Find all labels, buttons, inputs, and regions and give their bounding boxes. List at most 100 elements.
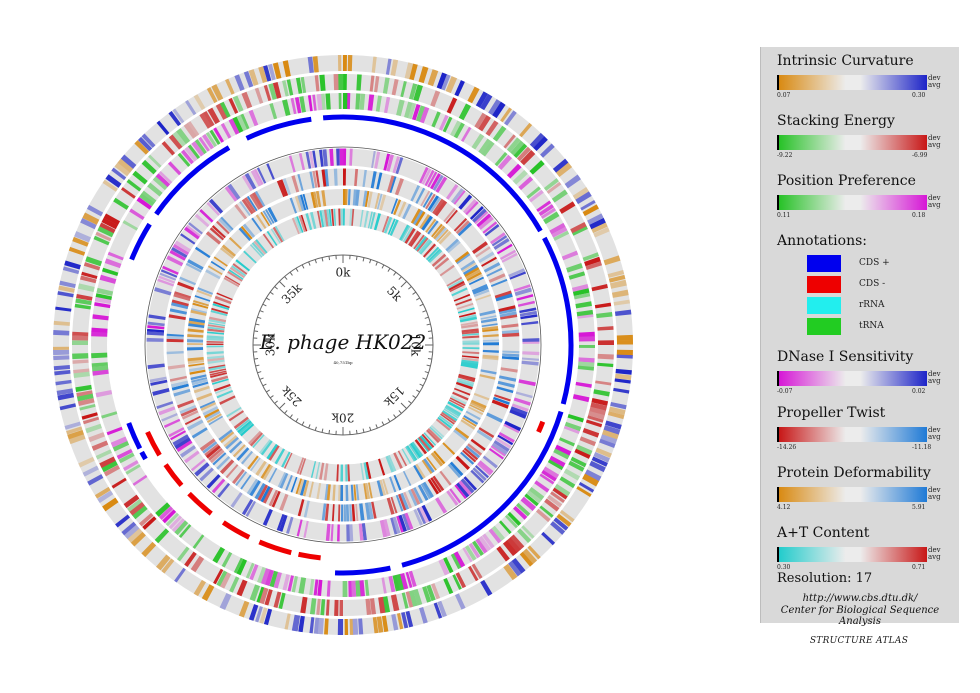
- ring-segment: [463, 447, 479, 461]
- ring-segment: [267, 207, 278, 223]
- ring-segment: [522, 548, 538, 564]
- ring-segment: [202, 441, 218, 454]
- ring-segment: [102, 179, 118, 192]
- ring-segment: [485, 120, 499, 137]
- ring-segment: [238, 227, 252, 241]
- ring-segment: [296, 457, 305, 475]
- cbs-url[interactable]: http://www.cbs.dtu.dk/: [802, 593, 918, 604]
- ring-protein-deformability: [186, 189, 500, 502]
- ring-segment: [470, 401, 486, 411]
- ring-segment: [613, 299, 630, 306]
- legend-title: Stacking Energy: [777, 113, 895, 129]
- ring-segment: [476, 429, 493, 442]
- ring-segment: [493, 396, 510, 405]
- ring-segment: [204, 443, 220, 457]
- ring-segment: [272, 226, 284, 243]
- scale-tick: [400, 402, 407, 409]
- ring-segment: [443, 207, 456, 223]
- ring-segment: [382, 596, 391, 613]
- ring-segment: [194, 295, 211, 302]
- ring-segment: [205, 410, 221, 421]
- ring-segment: [462, 449, 477, 463]
- ring-segment: [228, 118, 240, 135]
- ring-segment: [576, 486, 592, 497]
- ring-segment: [250, 169, 262, 187]
- ring-segment: [111, 477, 127, 489]
- ring-segment: [446, 276, 463, 287]
- ring-segment: [206, 413, 222, 423]
- ring-segment: [276, 513, 285, 531]
- ring-segment: [260, 567, 271, 585]
- min-value: 0.11: [777, 212, 791, 219]
- legend-title: Propeller Twist: [777, 405, 886, 421]
- ring-segment: [447, 240, 461, 254]
- ring-segment: [488, 273, 506, 283]
- ring-segment: [457, 222, 473, 237]
- color-gradient: [777, 135, 927, 150]
- ring-segment: [409, 442, 422, 459]
- ring-segment: [427, 248, 442, 262]
- ring-segment: [499, 311, 517, 318]
- ring-segment: [383, 216, 393, 234]
- ring-segment: [451, 188, 464, 204]
- ring-segment: [236, 558, 248, 576]
- scale-label: 10k: [409, 334, 423, 357]
- ring-segment: [499, 308, 517, 315]
- ring-segment: [589, 406, 606, 416]
- ring-segment: [454, 484, 467, 500]
- ring-segment: [93, 235, 110, 246]
- scale-tick: [254, 330, 259, 333]
- ring-segment: [582, 252, 599, 262]
- scale-label: 30k: [264, 333, 278, 356]
- ring-segment: [193, 94, 206, 111]
- ring-segment: [460, 419, 476, 430]
- ring-segment: [513, 143, 528, 158]
- ring-segment: [128, 501, 145, 516]
- ring-segment: [282, 574, 290, 591]
- ring-segment: [509, 271, 527, 280]
- ring-segment: [243, 70, 254, 88]
- ring-segment: [85, 256, 103, 267]
- ring-segment: [213, 127, 225, 143]
- ring-segment: [241, 498, 254, 516]
- ring-segment: [571, 284, 589, 292]
- ring-segment: [436, 72, 448, 90]
- scale-tick: [255, 364, 260, 367]
- ring-segment: [392, 156, 400, 174]
- ring-segment: [414, 439, 428, 455]
- ring-segment: [404, 101, 413, 119]
- ring-segment: [208, 415, 224, 426]
- ring-segment: [299, 458, 307, 475]
- ring-segment: [591, 456, 608, 467]
- ring-segment: [77, 283, 95, 292]
- ring-segment: [573, 292, 591, 300]
- scale-tick: [398, 410, 402, 414]
- ring-segment: [408, 444, 420, 460]
- ring-segment: [515, 502, 531, 517]
- ring-segment: [251, 217, 263, 232]
- ring-segment: [416, 507, 427, 525]
- ring-segment: [504, 514, 519, 529]
- ring-segment: [91, 440, 109, 451]
- ring-segment: [256, 167, 267, 184]
- ring-segment: [210, 260, 226, 271]
- ring-segment: [103, 464, 120, 477]
- ring-segment: [518, 176, 534, 191]
- ring-segment: [223, 435, 238, 448]
- scale-tick: [412, 291, 417, 295]
- ring-segment: [199, 400, 216, 409]
- ring-segment: [186, 224, 201, 237]
- ring-segment: [422, 586, 432, 603]
- ring-segment: [248, 604, 259, 621]
- ring-segment: [442, 410, 458, 422]
- ring-segment: [462, 264, 479, 276]
- ring-segment: [518, 379, 536, 387]
- ring-dnase-sensitivity: [146, 148, 540, 542]
- ring-segment: [501, 252, 518, 263]
- ring-segment: [421, 504, 433, 522]
- ring-segment: [488, 447, 504, 460]
- ring-segment: [582, 204, 599, 217]
- ring-segment: [422, 243, 437, 258]
- ring-segment: [516, 294, 534, 301]
- ring-segment: [282, 60, 291, 77]
